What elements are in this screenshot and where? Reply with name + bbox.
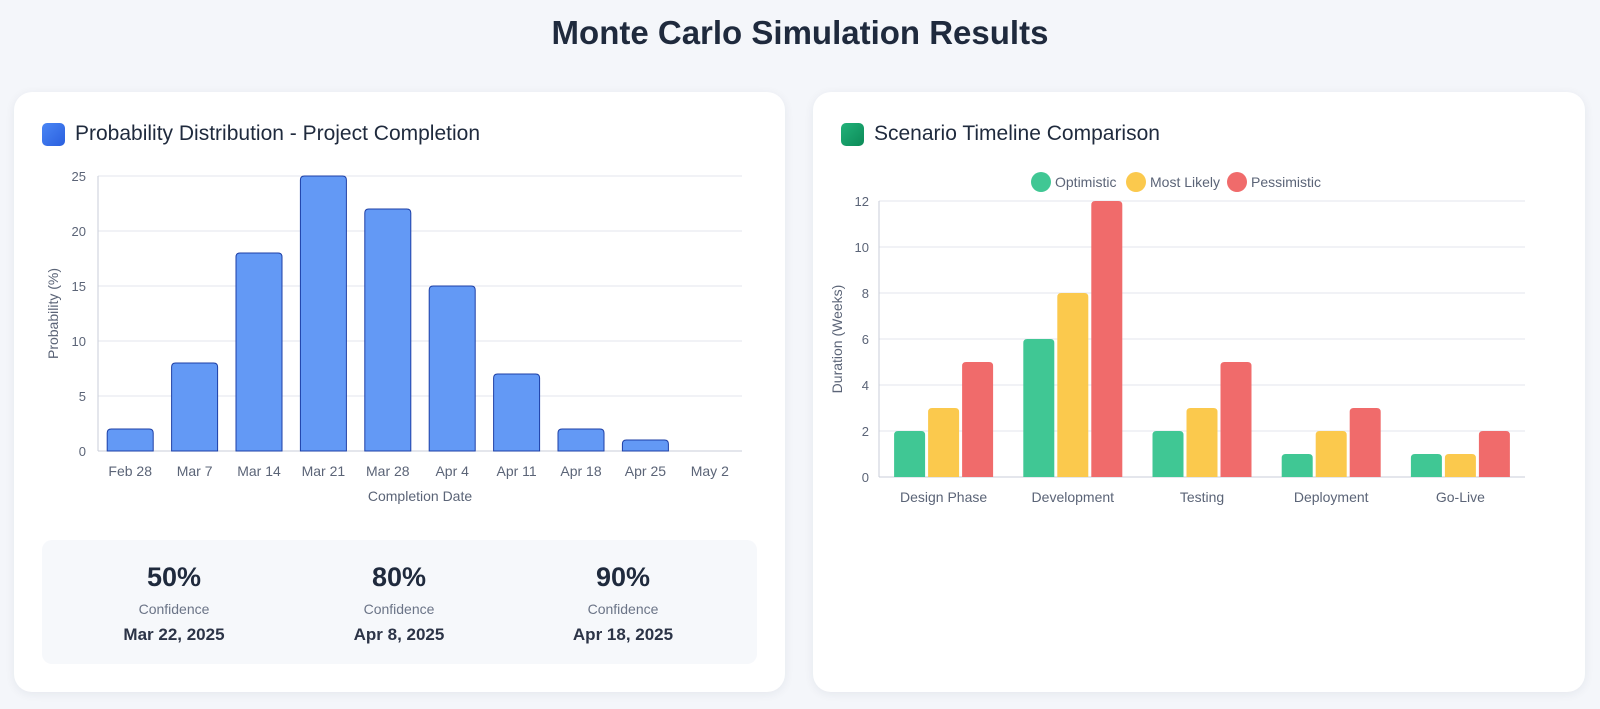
bar	[1091, 201, 1123, 477]
y-axis-label: Duration (Weeks)	[829, 285, 845, 394]
x-tick-label: Apr 4	[435, 463, 469, 479]
stat-90-confidence: 90% Confidence Apr 18, 2025	[503, 540, 743, 645]
x-tick-label: Deployment	[1294, 489, 1369, 505]
legend-label: Most Likely	[1150, 174, 1220, 190]
legend-swatch	[1227, 172, 1247, 192]
bar	[493, 373, 541, 452]
stat-50-confidence: 50% Confidence Mar 22, 2025	[54, 540, 294, 645]
x-tick-label: Mar 28	[366, 463, 410, 479]
scenario-timeline-chart: 0 2 4 6 8 10 12 Optimistic Most Likely Pessimisti…	[829, 172, 1525, 505]
x-tick-label: Apr 25	[625, 463, 666, 479]
bar	[364, 208, 412, 452]
stat-date: Apr 8, 2025	[353, 625, 445, 644]
y-tick-label: 15	[72, 279, 86, 294]
probability-distribution-card: Probability Distribution - Project Compl…	[14, 92, 785, 692]
legend-label: Pessimistic	[1251, 174, 1321, 190]
bar	[1152, 431, 1184, 477]
bar	[428, 285, 476, 452]
bar	[1057, 293, 1089, 477]
blue-square-icon	[42, 122, 65, 146]
x-tick-label: Mar 14	[237, 463, 281, 479]
page-title: Monte Carlo Simulation Results	[551, 14, 1049, 51]
legend-swatch	[1126, 172, 1146, 192]
probability-distribution-chart: 0 5 10 15 20 25 Feb 28 Mar 7 Mar 14 Mar 21 Mar 28 A…	[45, 169, 742, 504]
card-header: Probability Distribution - Project Compl…	[42, 122, 480, 146]
bar	[962, 362, 994, 477]
bar	[621, 439, 669, 452]
x-tick-label: Mar 21	[302, 463, 346, 479]
bar	[1315, 431, 1347, 477]
x-tick-label: Mar 7	[177, 463, 213, 479]
x-tick-label: Apr 11	[496, 463, 536, 479]
legend-swatch	[1031, 172, 1051, 192]
y-tick-label: 10	[72, 334, 86, 349]
y-axis-label: Probability (%)	[45, 268, 61, 359]
stat-value: 90%	[595, 562, 651, 592]
card-header: Scenario Timeline Comparison	[841, 122, 1160, 146]
x-tick-label: Design Phase	[900, 489, 987, 505]
x-tick-label: Go-Live	[1436, 489, 1485, 505]
y-tick-label: 8	[862, 286, 869, 301]
stat-label: Confidence	[587, 601, 659, 617]
card-title: Probability Distribution - Project Compl…	[75, 122, 480, 145]
y-tick-label: 25	[72, 169, 86, 184]
y-tick-label: 2	[862, 424, 869, 439]
y-tick-label: 4	[862, 378, 869, 393]
y-tick-label: 20	[72, 224, 86, 239]
x-tick-label: Development	[1032, 489, 1115, 505]
stat-value: 80%	[371, 562, 427, 592]
stat-date: Apr 18, 2025	[572, 625, 674, 644]
y-tick-label: 5	[79, 389, 86, 404]
bar	[1186, 408, 1218, 477]
bar	[1444, 454, 1476, 477]
bar	[235, 252, 283, 452]
card-title: Scenario Timeline Comparison	[874, 122, 1160, 145]
bar	[299, 175, 347, 452]
y-tick-label: 6	[862, 332, 869, 347]
bar	[106, 428, 154, 452]
green-square-icon	[841, 122, 864, 146]
bar	[1410, 454, 1442, 477]
bar	[1281, 454, 1313, 477]
bar	[1023, 339, 1055, 477]
x-tick-label: Testing	[1180, 489, 1224, 505]
scenario-timeline-card: Scenario Timeline Comparison 0 2 4 6 8 10 12 Op…	[813, 92, 1585, 692]
x-axis-label: Completion Date	[368, 488, 472, 504]
stat-date: Mar 22, 2025	[123, 625, 225, 644]
bar	[1349, 408, 1381, 477]
bar	[171, 362, 219, 452]
bar	[928, 408, 960, 477]
x-tick-label: May 2	[691, 463, 729, 479]
stat-label: Confidence	[138, 601, 210, 617]
y-tick-label: 12	[855, 194, 869, 209]
y-tick-label: 0	[862, 470, 869, 485]
bar	[894, 431, 926, 477]
bar	[557, 428, 605, 452]
bar	[1220, 362, 1252, 477]
y-tick-label: 0	[79, 444, 86, 459]
stat-value: 50%	[146, 562, 202, 592]
confidence-stats-panel: 50% Confidence Mar 22, 2025 80% Confiden…	[42, 540, 757, 664]
stat-label: Confidence	[363, 601, 435, 617]
x-tick-label: Feb 28	[108, 463, 152, 479]
y-tick-label: 10	[855, 240, 869, 255]
legend-label: Optimistic	[1055, 174, 1116, 190]
bar	[1478, 431, 1510, 477]
stat-80-confidence: 80% Confidence Apr 8, 2025	[279, 540, 519, 645]
x-tick-label: Apr 18	[560, 463, 601, 479]
